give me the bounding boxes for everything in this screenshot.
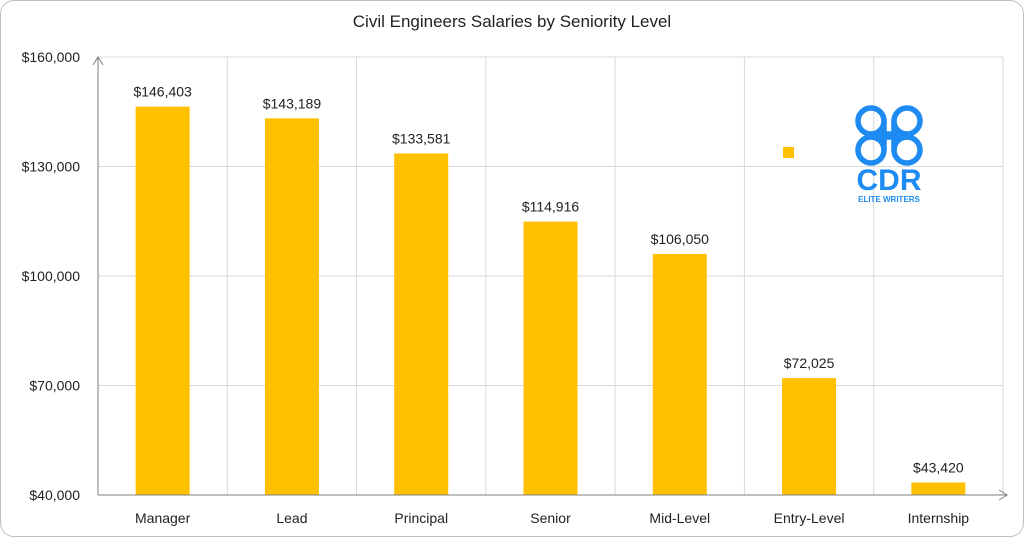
x-tick-label: Principal [394,510,448,526]
x-tick-label: Lead [276,510,307,526]
bar [394,153,449,495]
bar [264,118,319,495]
data-label: $106,050 [651,231,710,247]
cdr-logo: CDR ELITE WRITERS [848,102,930,206]
data-label: $143,189 [263,95,322,111]
x-tick-label: Mid-Level [649,510,710,526]
bar [911,482,966,495]
y-tick-label: $40,000 [29,487,80,503]
chart-title: Civil Engineers Salaries by Seniority Le… [352,12,672,31]
x-tick-label: Entry-Level [774,510,845,526]
x-tick-label: Manager [135,510,191,526]
y-tick-label: $160,000 [22,49,81,65]
bar [135,106,190,495]
x-axis-arrow [998,489,1008,501]
y-tick-label: $100,000 [22,268,81,284]
data-label: $146,403 [133,84,192,100]
y-axis-arrow [92,56,104,66]
x-tick-label: Internship [908,510,970,526]
logo-subtext: ELITE WRITERS [858,195,920,204]
bar [782,378,837,495]
bar [652,253,707,495]
y-tick-label: $130,000 [22,159,81,175]
data-label: $72,025 [784,355,835,371]
legend-marker [783,147,794,158]
data-label: $114,916 [522,199,580,215]
y-tick-label: $70,000 [29,378,80,394]
data-label: $133,581 [392,130,451,146]
bar [523,221,578,496]
data-label: $43,420 [913,460,964,476]
x-tick-label: Senior [530,510,571,526]
logo-text: CDR [857,164,922,197]
